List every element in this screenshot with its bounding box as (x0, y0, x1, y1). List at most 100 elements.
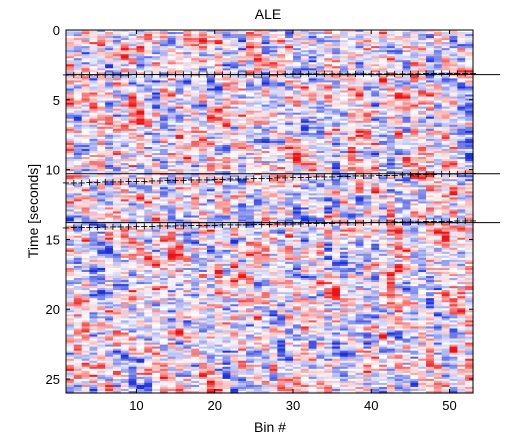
heatmap-cell (191, 66, 200, 69)
heatmap-cell (410, 64, 419, 67)
heatmap-cell (206, 86, 216, 90)
heatmap-cell (363, 66, 372, 69)
heatmap-cell (214, 54, 224, 57)
heatmap-cell (97, 128, 106, 132)
heatmap-cell (222, 130, 231, 134)
heatmap-cell (246, 76, 255, 79)
heatmap-cell (394, 30, 404, 33)
heatmap-cell (73, 40, 83, 43)
heatmap-cell (418, 36, 427, 39)
heatmap-cell (89, 74, 98, 77)
heatmap-cell (183, 84, 192, 88)
heatmap-cell (324, 66, 333, 69)
heatmap-cell (292, 88, 302, 92)
heatmap-cell (277, 116, 286, 120)
heatmap-cell (105, 104, 114, 108)
heatmap-cell (285, 90, 294, 94)
heatmap-cell (433, 128, 443, 132)
heatmap-cell (457, 52, 466, 55)
heatmap-cell (183, 120, 192, 124)
heatmap-cell (112, 54, 122, 57)
heatmap-cell (144, 116, 153, 120)
heatmap-cell (386, 100, 396, 104)
heatmap-cell (465, 58, 474, 61)
heatmap-cell (308, 108, 318, 112)
heatmap-cell (97, 124, 106, 128)
heatmap-cell (120, 126, 130, 130)
heatmap-cell (159, 88, 169, 92)
heatmap-cell (246, 90, 255, 94)
heatmap-cell (441, 110, 451, 114)
heatmap-cell (199, 52, 208, 55)
heatmap-cell (394, 86, 404, 90)
heatmap-cell (238, 64, 247, 67)
heatmap-cell (214, 40, 224, 43)
heatmap-cell (238, 126, 247, 130)
heatmap-cell (97, 74, 106, 77)
heatmap-cell (292, 106, 302, 110)
heatmap-cell (394, 120, 404, 124)
heatmap-cell (347, 74, 357, 77)
heatmap-cell (402, 114, 411, 118)
heatmap-cell (175, 104, 185, 108)
heatmap-cell (89, 102, 98, 106)
heatmap-cell (339, 128, 349, 132)
heatmap-cell (152, 80, 161, 84)
heatmap-cell (222, 56, 231, 59)
heatmap-cell (300, 42, 310, 45)
heatmap-cell (253, 98, 263, 102)
heatmap-cell (426, 62, 435, 65)
heatmap-cell (167, 112, 177, 116)
heatmap-cell (339, 120, 349, 124)
heatmap-cell (441, 68, 451, 71)
heatmap-cell (120, 30, 130, 33)
heatmap-cell (394, 48, 404, 51)
heatmap-cell (308, 82, 318, 86)
heatmap-cell (300, 122, 310, 126)
heatmap-cell (230, 82, 239, 86)
heatmap-cell (371, 106, 380, 110)
heatmap-cell (379, 98, 388, 102)
heatmap-cell (277, 54, 286, 57)
heatmap-cell (230, 34, 239, 37)
heatmap-cell (120, 96, 130, 100)
heatmap-cell (457, 58, 466, 61)
heatmap-cell (379, 58, 388, 61)
heatmap-cell (449, 116, 458, 120)
heatmap-cell (426, 86, 435, 90)
heatmap-cell (418, 34, 427, 37)
heatmap-cell (112, 90, 122, 94)
heatmap-cell (426, 70, 435, 73)
heatmap-cell (339, 112, 349, 116)
heatmap-cell (292, 50, 302, 53)
heatmap-cell (433, 34, 443, 37)
heatmap-cell (136, 112, 145, 116)
heatmap-cell (300, 56, 310, 59)
heatmap-cell (449, 62, 458, 65)
heatmap-cell (402, 70, 411, 73)
heatmap-cell (449, 30, 458, 33)
heatmap-cell (386, 132, 396, 136)
heatmap-cell (410, 102, 419, 106)
heatmap-cell (230, 78, 239, 82)
heatmap-cell (426, 36, 435, 39)
heatmap-cell (285, 68, 294, 71)
heatmap-cell (167, 56, 177, 59)
heatmap-cell (66, 110, 75, 114)
heatmap-cell (269, 36, 278, 39)
heatmap-cell (269, 64, 278, 67)
heatmap-cell (433, 88, 443, 92)
heatmap-cell (214, 132, 224, 136)
heatmap-cell (410, 44, 419, 47)
heatmap-cell (81, 60, 91, 63)
heatmap-cell (277, 62, 286, 65)
heatmap-cell (316, 100, 325, 104)
heatmap-cell (355, 110, 365, 114)
heatmap-cell (355, 106, 365, 110)
heatmap-cell (128, 126, 138, 130)
heatmap-cell (253, 90, 263, 94)
heatmap-cell (105, 124, 114, 128)
heatmap-cell (292, 72, 302, 75)
heatmap-cell (112, 100, 122, 104)
heatmap-cell (253, 72, 263, 75)
